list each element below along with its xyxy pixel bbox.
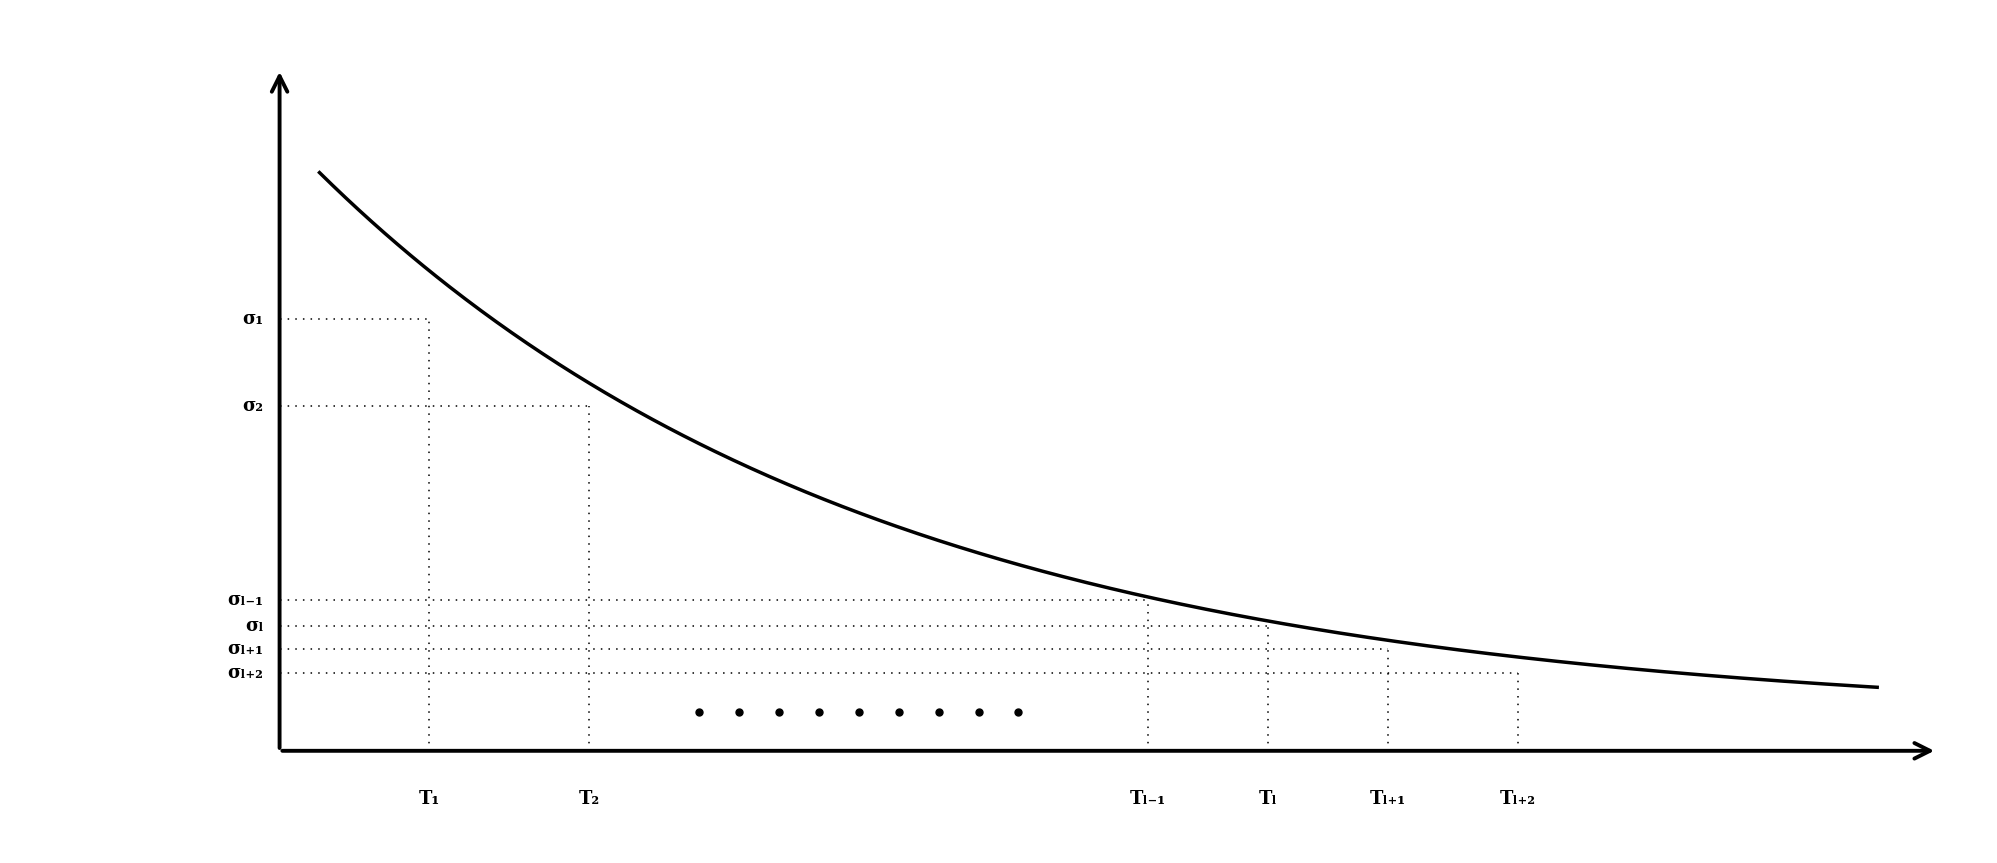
Text: Tₗ₊₁: Tₗ₊₁ (1370, 790, 1406, 808)
Text: T₁: T₁ (419, 790, 439, 808)
Text: T₂: T₂ (579, 790, 599, 808)
Text: Tₗ: Tₗ (1258, 790, 1278, 808)
Text: σ₁: σ₁ (242, 311, 264, 328)
Text: σₗ₋₁: σₗ₋₁ (228, 591, 264, 608)
Text: σ₂: σ₂ (242, 397, 264, 414)
Text: σₗ: σₗ (246, 617, 264, 634)
Text: Tₗ₋₁: Tₗ₋₁ (1130, 790, 1166, 808)
Text: σₗ₊₂: σₗ₊₂ (228, 665, 264, 682)
Text: Tₗ₊₂: Tₗ₊₂ (1500, 790, 1536, 808)
Text: σₗ₊₁: σₗ₊₁ (228, 640, 264, 658)
